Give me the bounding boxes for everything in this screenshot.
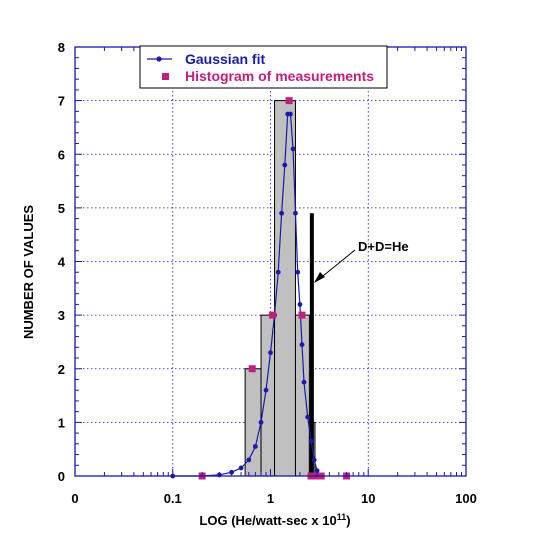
x-tick-label: 0.1	[164, 491, 182, 506]
gaussian-fit-point	[258, 419, 264, 425]
gaussian-fit-point	[301, 379, 307, 385]
gaussian-fit-point	[279, 210, 285, 216]
gaussian-fit-point	[263, 387, 269, 393]
histogram-point	[285, 97, 293, 105]
gaussian-fit-point	[314, 468, 320, 474]
reference-label: D+D=He	[358, 239, 409, 254]
gaussian-fit-point	[297, 302, 303, 307]
gaussian-fit-point	[295, 269, 301, 275]
histogram-point	[248, 365, 256, 373]
gaussian-fit-point	[275, 269, 281, 275]
legend-histogram-marker-icon	[162, 73, 169, 80]
histogram-bar	[294, 314, 310, 477]
gaussian-fit-point	[305, 414, 311, 420]
gaussian-fit-point	[268, 350, 273, 356]
legend-fit-label: Gaussian fit	[185, 51, 265, 67]
y-tick-label: 1	[58, 415, 65, 430]
gaussian-fit-point	[290, 146, 296, 152]
reference-arrow-icon	[317, 249, 356, 281]
y-tick-label: 0	[58, 469, 65, 484]
y-tick-label: 2	[58, 362, 65, 377]
x-tick-label: 1	[267, 491, 274, 506]
y-tick-label: 3	[58, 308, 65, 323]
y-tick-label: 6	[58, 147, 65, 162]
gaussian-fit-point	[252, 444, 258, 449]
legend-histogram-label: Histogram of measurements	[185, 68, 374, 84]
legend-fit-marker-icon	[156, 56, 162, 62]
gaussian-fit-point	[288, 111, 293, 117]
y-tick-label: 8	[58, 40, 65, 55]
gaussian-fit-point	[282, 162, 288, 168]
x-tick-label: 0	[71, 491, 78, 506]
y-tick-label: 7	[58, 94, 65, 109]
gaussian-fit-point	[246, 457, 252, 463]
histogram-point	[269, 311, 277, 319]
legend: Gaussian fit Histogram of measurements	[139, 45, 388, 89]
histogram-bars	[244, 100, 316, 477]
reference-arrow-head-icon	[314, 272, 325, 283]
y-tick-label: 5	[58, 201, 65, 216]
gaussian-fit-point	[238, 465, 244, 471]
reference-annotation: D+D=He	[314, 239, 409, 283]
gaussian-fit-point	[293, 210, 298, 216]
x-tick-label: 100	[455, 491, 477, 506]
gaussian-fit-point	[308, 438, 314, 444]
histogram-point	[298, 311, 306, 319]
x-axis-title: LOG (He/watt-sec x 1011)	[199, 512, 350, 528]
legend-box	[139, 45, 388, 89]
gaussian-fit-point	[299, 342, 305, 348]
y-tick-label: 4	[58, 255, 66, 270]
gaussian-fit-point	[311, 457, 317, 463]
y-axis-title: NUMBER OF VALUES	[21, 205, 36, 339]
x-tick-label: 10	[361, 491, 375, 506]
